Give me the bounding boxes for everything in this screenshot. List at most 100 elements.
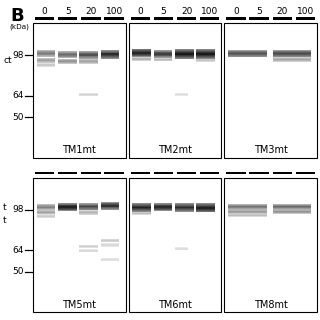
Bar (79, 58, 98, 59)
Bar (175, 207, 194, 208)
Bar (273, 50, 311, 51)
Bar (79, 59, 98, 60)
Bar (132, 205, 151, 206)
Bar (79, 54, 98, 55)
Bar (228, 205, 267, 206)
Bar (228, 211, 267, 212)
Bar (196, 50, 215, 51)
Bar (37, 56, 55, 57)
Bar (154, 54, 172, 55)
Bar (79, 246, 98, 247)
Bar (132, 211, 151, 212)
Bar (132, 52, 151, 53)
Text: TM1mt: TM1mt (62, 145, 96, 155)
Bar (273, 60, 311, 61)
Bar (58, 62, 76, 63)
Bar (175, 50, 194, 51)
Bar (101, 244, 119, 245)
Bar (33, 178, 126, 312)
Bar (132, 203, 151, 204)
Bar (273, 210, 311, 211)
Bar (273, 204, 311, 205)
Bar (37, 65, 55, 66)
Text: TM8mt: TM8mt (254, 300, 288, 309)
Text: 20: 20 (181, 7, 192, 16)
Bar (196, 204, 215, 205)
Bar (37, 63, 55, 64)
Bar (228, 56, 267, 57)
Bar (101, 52, 119, 53)
Text: 0: 0 (137, 7, 143, 16)
Bar (228, 213, 267, 214)
Bar (37, 59, 55, 60)
Bar (175, 204, 194, 205)
Bar (79, 245, 98, 246)
Bar (175, 52, 194, 53)
Bar (101, 239, 119, 240)
Bar (196, 211, 215, 212)
Bar (273, 172, 292, 174)
Bar (129, 23, 221, 157)
Bar (79, 210, 98, 211)
Bar (79, 55, 98, 56)
Bar (79, 93, 98, 94)
Bar (154, 204, 172, 205)
Bar (79, 56, 98, 57)
Text: 20: 20 (85, 7, 97, 16)
Bar (132, 204, 151, 205)
Bar (58, 204, 76, 205)
Bar (37, 210, 55, 211)
Bar (58, 59, 76, 60)
Bar (154, 205, 172, 206)
Bar (79, 57, 98, 58)
Bar (175, 53, 194, 55)
Bar (196, 55, 215, 56)
Bar (196, 51, 215, 52)
Bar (129, 178, 221, 312)
Bar (177, 17, 196, 20)
Bar (196, 49, 215, 50)
Bar (154, 52, 172, 53)
Bar (101, 208, 119, 209)
Bar (58, 172, 77, 174)
Bar (273, 58, 311, 59)
Bar (196, 56, 215, 57)
Bar (79, 95, 98, 96)
Bar (228, 50, 267, 51)
Bar (273, 57, 311, 58)
Bar (37, 61, 55, 62)
Bar (101, 204, 119, 205)
Bar (37, 215, 55, 216)
Bar (58, 56, 76, 57)
Bar (37, 205, 55, 206)
Bar (58, 60, 76, 61)
Bar (273, 59, 311, 60)
Bar (101, 51, 119, 52)
Bar (37, 213, 55, 214)
Bar (132, 54, 151, 55)
Bar (37, 62, 55, 63)
Bar (175, 209, 194, 210)
Bar (101, 57, 119, 58)
Text: ct: ct (3, 56, 12, 65)
Bar (228, 208, 267, 209)
Text: 98: 98 (12, 51, 24, 60)
Bar (196, 58, 215, 59)
Bar (81, 172, 101, 174)
Bar (37, 53, 55, 54)
Bar (79, 204, 98, 205)
Text: (kDa): (kDa) (9, 24, 29, 30)
Bar (296, 17, 315, 20)
Bar (177, 172, 196, 174)
Bar (224, 23, 317, 157)
Text: TM2mt: TM2mt (158, 145, 192, 155)
Bar (228, 54, 267, 55)
Bar (101, 203, 119, 204)
Bar (58, 206, 76, 207)
Bar (175, 55, 194, 56)
Bar (273, 212, 311, 213)
Bar (79, 212, 98, 213)
Bar (226, 172, 246, 174)
Bar (154, 58, 172, 59)
Bar (154, 56, 172, 57)
